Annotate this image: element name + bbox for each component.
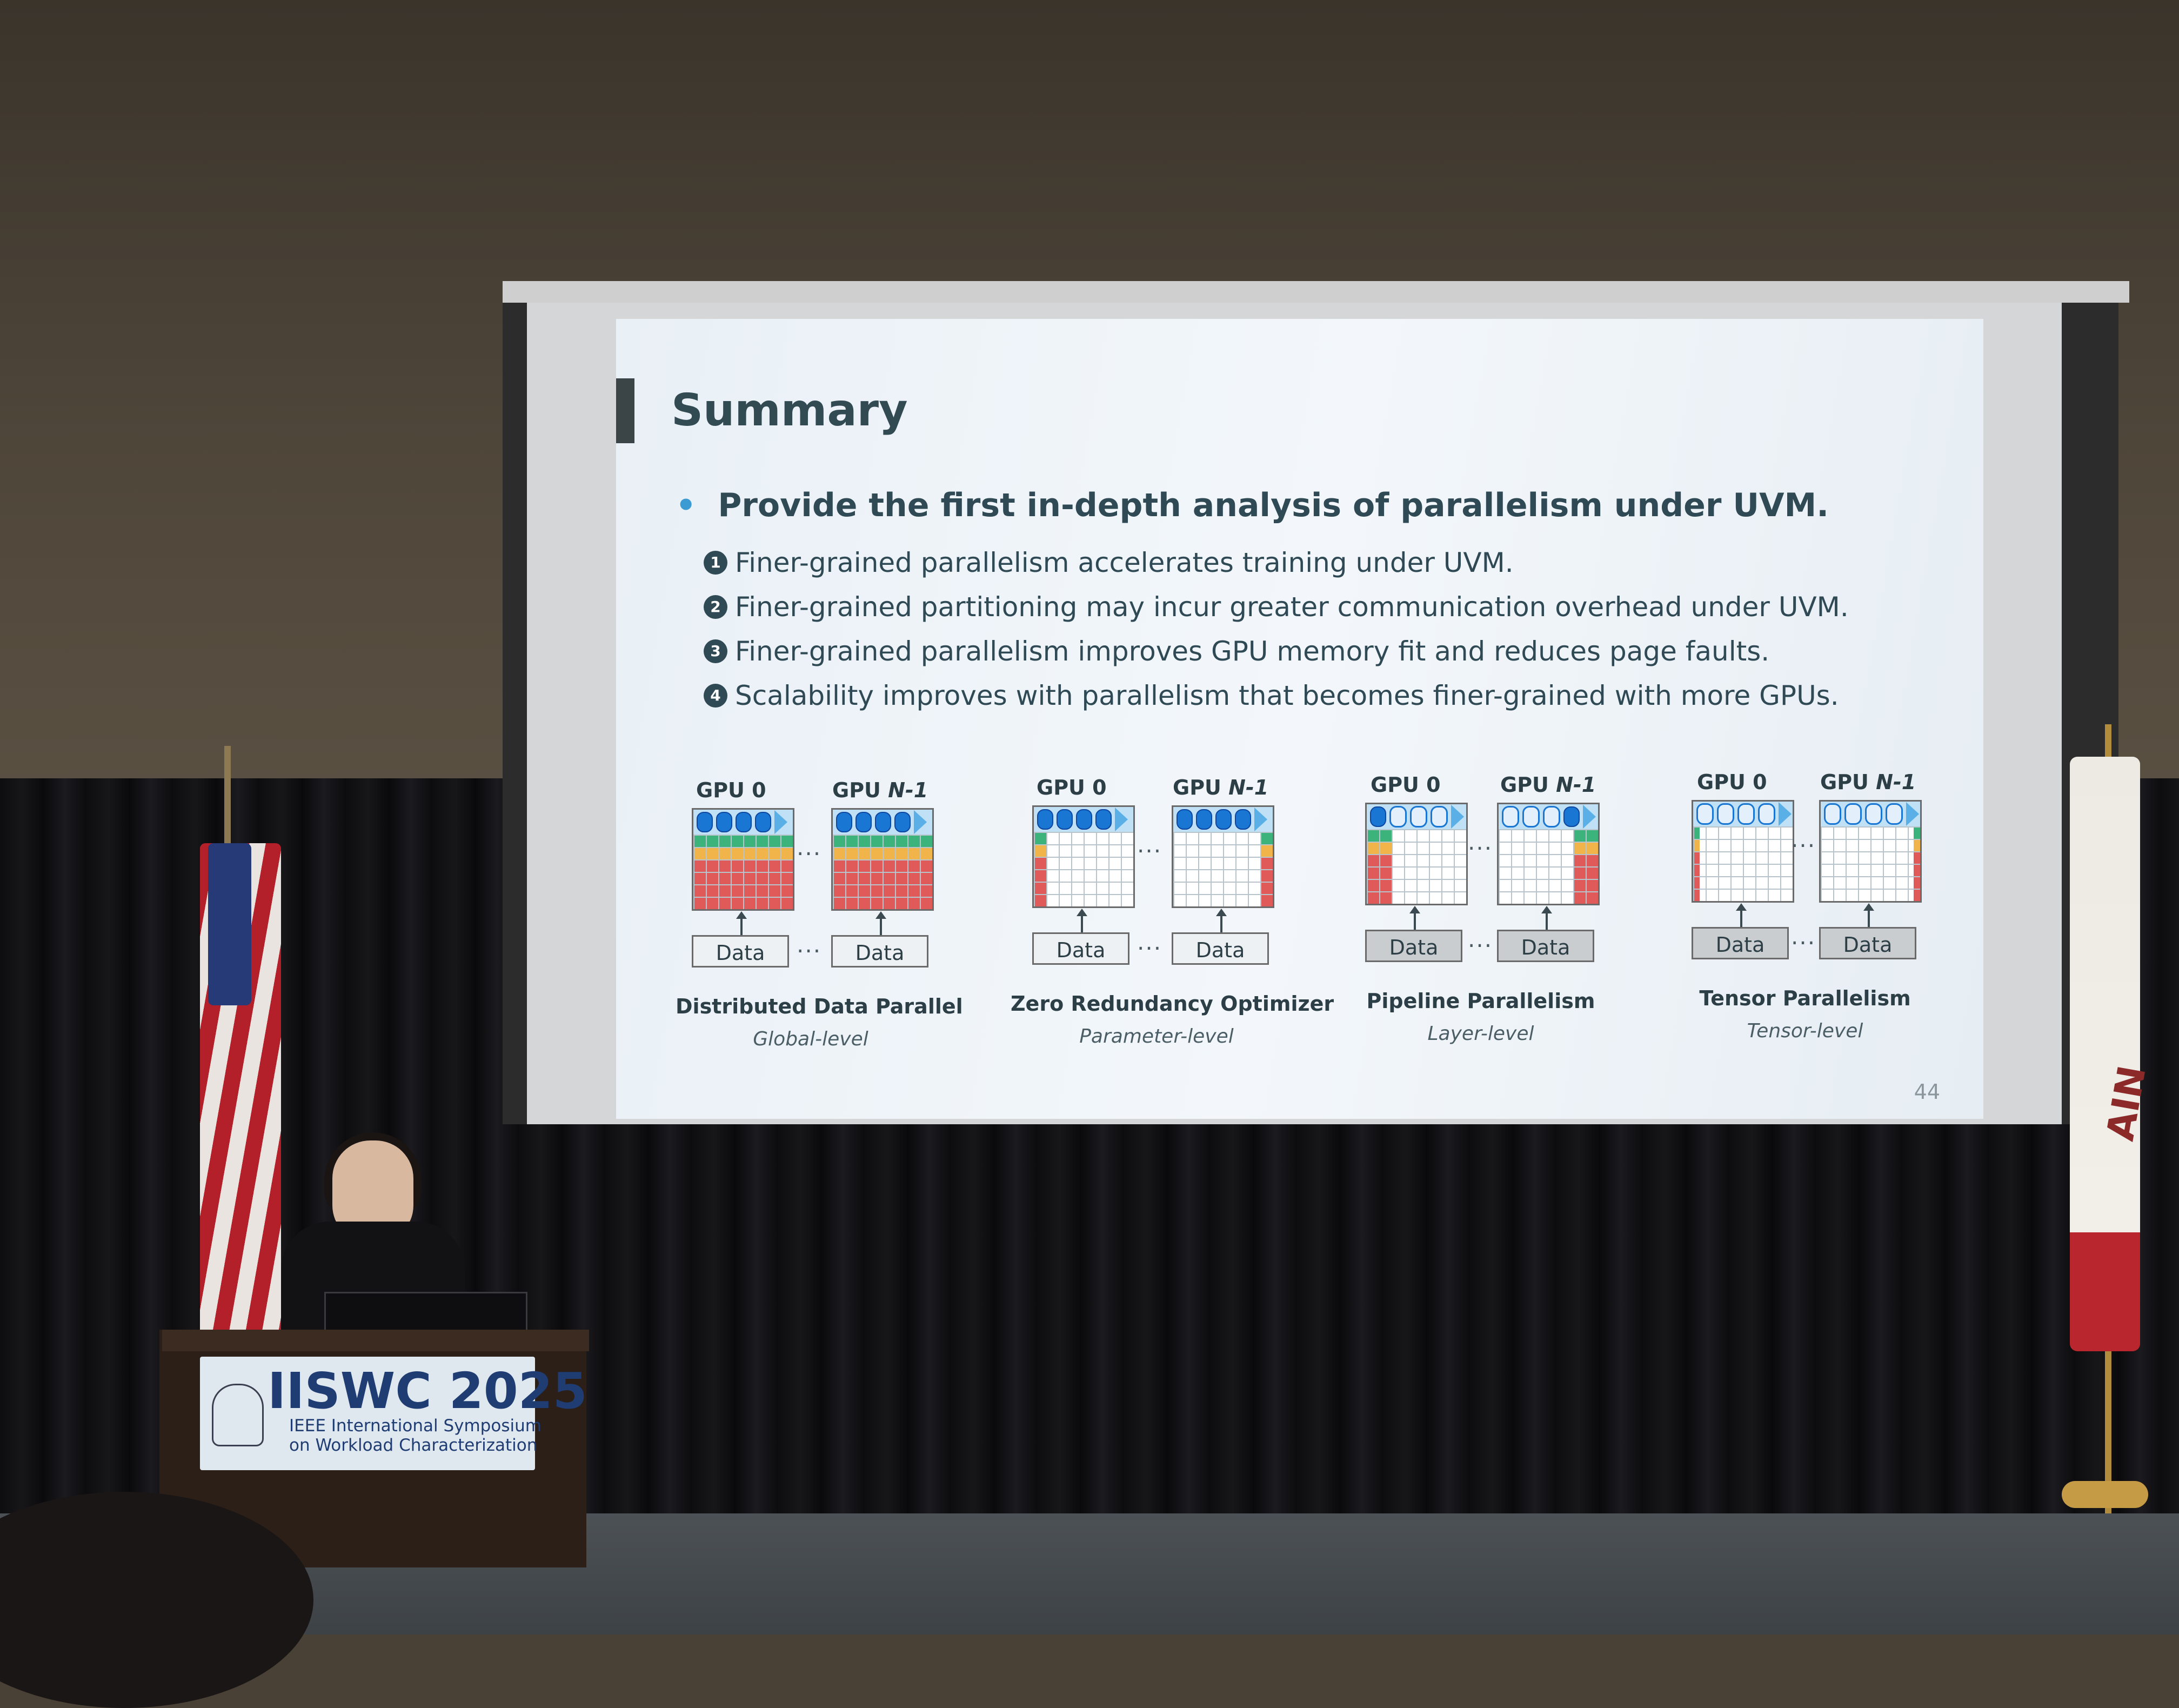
podium-top [162,1330,589,1351]
sub-bullet-item: 4 Scalability improves with parallelism t… [704,673,1849,718]
ellipsis: ··· [1137,838,1162,864]
gpu-label-first: GPU 0 [1371,773,1441,797]
sub-bullet-text: Finer-grained parallelism accelerates tr… [735,547,1514,578]
presentation-slide: Summary • Provide the first in-depth anal… [616,319,1983,1119]
bullet-dot-icon: • [676,486,697,524]
data-box: Data [1819,927,1916,959]
number-badge-icon: 1 [704,551,727,575]
podium-sign-line2: on Workload Characterization [289,1436,538,1455]
ellipsis: ··· [1468,835,1493,862]
up-arrow-icon [1736,903,1747,927]
sub-bullet-item: 1 Finer-grained parallelism accelerates t… [704,541,1849,585]
slide-title: Summary [671,385,908,436]
gpu-label-last: GPU N-1 [832,778,928,802]
ellipsis: ··· [797,840,822,867]
gpu-memory-box [1819,800,1922,903]
gpu-label-first: GPU 0 [1037,776,1107,799]
diagram-caption: Pipeline Parallelism [1366,989,1595,1013]
data-box: Data [1032,932,1129,965]
gpu-label-first: GPU 0 [1697,770,1767,794]
title-accent-bar [616,378,634,443]
conference-logo-icon [212,1384,264,1446]
up-arrow-icon [1216,909,1227,932]
data-box: Data [1692,927,1789,959]
ellipsis: ··· [1791,930,1816,956]
sub-bullet-text: Finer-grained parallelism improves GPU m… [735,636,1770,667]
gpu-label-last: GPU N-1 [1500,773,1596,797]
data-box: Data [1365,930,1462,962]
gpu-memory-box [831,808,934,911]
gpu-memory-box [1172,805,1274,908]
main-bullet: • Provide the first in-depth analysis of … [676,486,1829,524]
california-flag [2070,757,2140,1351]
sub-bullet-list: 1 Finer-grained parallelism accelerates t… [704,541,1849,718]
flag-pole-base [2062,1481,2148,1508]
sub-bullet-item: 2 Finer-grained partitioning may incur gr… [704,585,1849,629]
ellipsis: ··· [1137,935,1162,962]
up-arrow-icon [1863,903,1874,927]
gpu-label-last: GPU N-1 [1173,776,1269,799]
data-box: Data [1172,932,1269,965]
up-arrow-icon [736,911,747,935]
number-badge-icon: 2 [704,595,727,619]
gpu-memory-box [1032,805,1135,908]
podium-sign-title: IISWC 2025 [268,1362,587,1420]
projector-screen-housing [503,281,2129,303]
up-arrow-icon [1409,906,1420,930]
sub-bullet-item: 3 Finer-grained parallelism improves GPU … [704,629,1849,673]
data-box: Data [692,935,789,968]
up-arrow-icon [1541,906,1552,930]
data-box: Data [1497,930,1594,962]
gpu-memory-box [692,808,794,911]
diagram-caption: Tensor Parallelism [1699,986,1911,1010]
sub-bullet-text: Finer-grained partitioning may incur gre… [735,591,1849,623]
diagram-subcaption: Tensor-level [1747,1020,1863,1042]
diagram-caption: Zero Redundancy Optimizer [1011,992,1334,1016]
number-badge-icon: 4 [704,684,727,708]
diagram-subcaption: Layer-level [1427,1023,1534,1045]
us-flag-canton [208,843,251,1005]
main-bullet-text: Provide the first in-depth analysis of p… [718,486,1829,524]
ellipsis: ··· [1468,932,1493,959]
data-box: Data [831,935,928,968]
number-badge-icon: 3 [704,639,727,663]
podium-sign [200,1357,535,1470]
gpu-memory-box [1365,803,1468,905]
ellipsis: ··· [797,938,822,964]
up-arrow-icon [1077,909,1087,932]
gpu-label-first: GPU 0 [696,778,766,802]
diagram-caption: Distributed Data Parallel [676,995,963,1018]
up-arrow-icon [875,911,886,935]
slide-page-number: 44 [1914,1080,1940,1104]
podium-sign-line1: IEEE International Symposium [289,1416,542,1436]
diagram-subcaption: Parameter-level [1079,1025,1234,1048]
gpu-label-last: GPU N-1 [1820,770,1916,794]
gpu-memory-box [1692,800,1794,903]
sub-bullet-text: Scalability improves with parallelism th… [735,680,1839,711]
gpu-memory-box [1497,803,1600,905]
ellipsis: ··· [1791,832,1816,859]
diagram-subcaption: Global-level [753,1028,868,1050]
